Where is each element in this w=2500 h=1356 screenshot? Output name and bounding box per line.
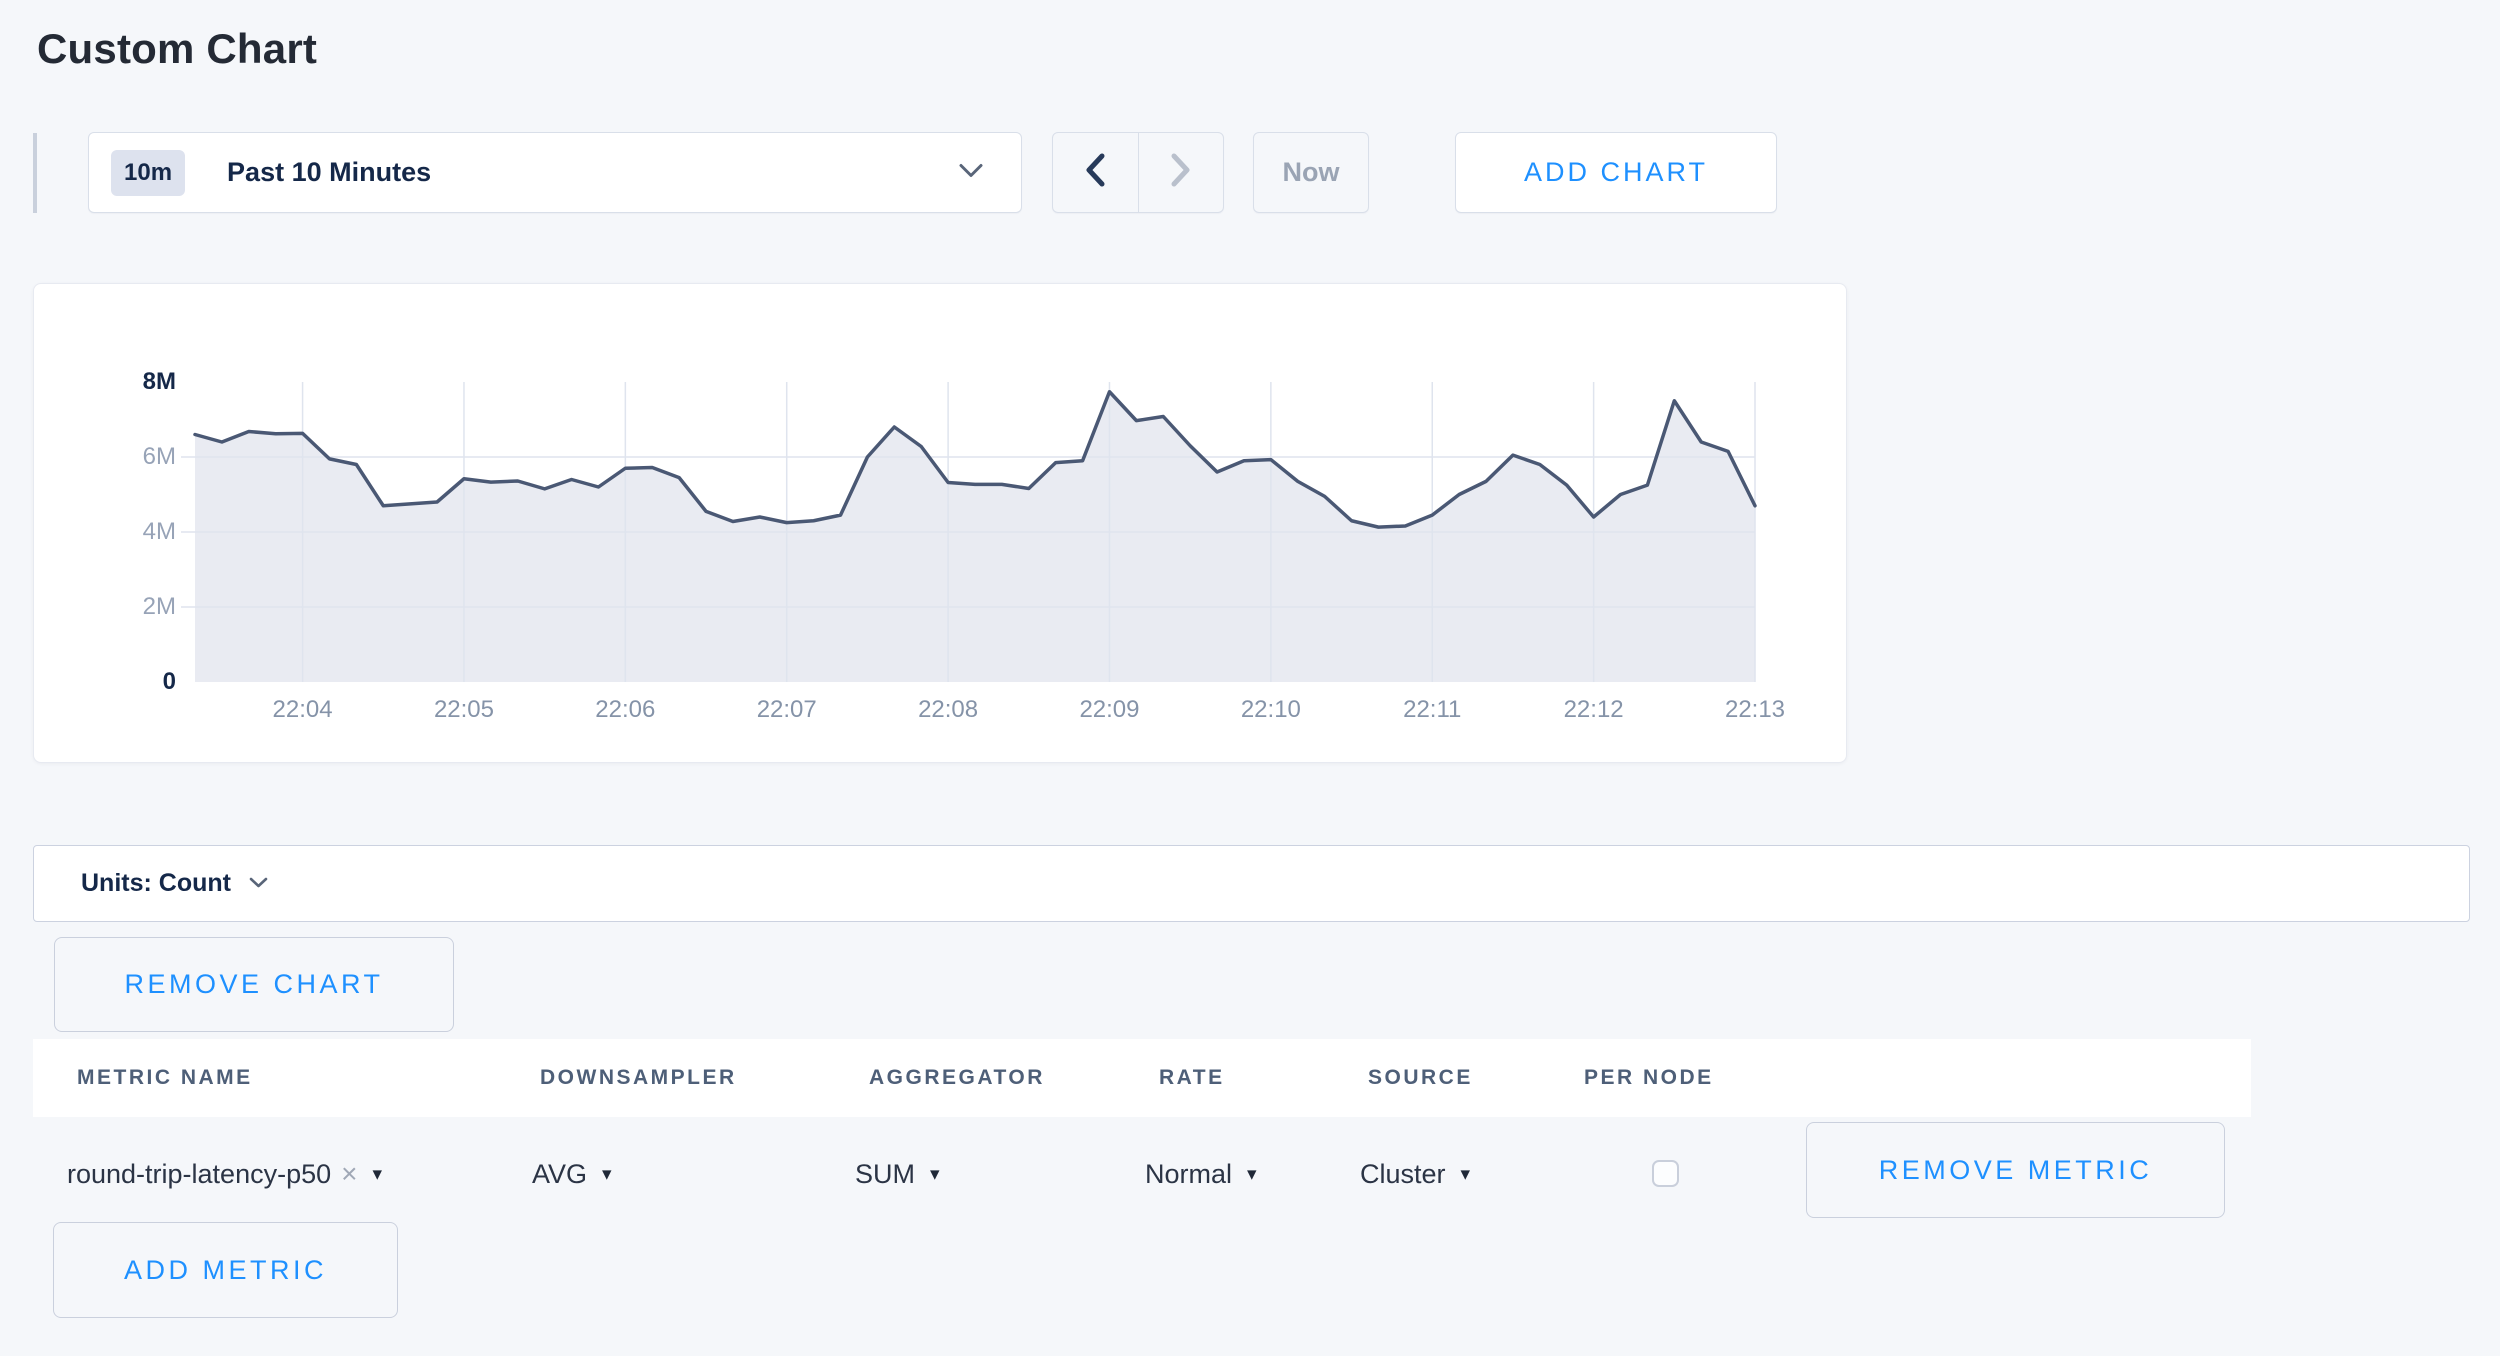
chevron-down-icon [249, 875, 268, 893]
column-header-metric-name: METRIC NAME [77, 1066, 253, 1089]
time-range-badge: 10m [111, 149, 186, 196]
chart-plot-area[interactable] [181, 382, 1757, 682]
x-axis-tick-label: 22:09 [1079, 696, 1140, 723]
y-axis-tick-label: 2M [142, 593, 176, 620]
downsampler-value: AVG [532, 1158, 588, 1189]
y-axis-tick-label: 4M [142, 518, 176, 545]
y-axis-tick-label: 0 [162, 668, 176, 695]
time-step-button-group [1052, 132, 1224, 213]
aggregator-select[interactable]: SUM ▾ [855, 1150, 940, 1198]
y-axis-tick-label: 6M [142, 443, 176, 470]
x-axis-tick-label: 22:11 [1403, 696, 1462, 723]
y-axis-tick-label: 8M [142, 368, 176, 395]
downsampler-select[interactable]: AVG ▾ [532, 1150, 612, 1198]
caret-down-icon: ▾ [1247, 1163, 1257, 1185]
chevron-left-icon [1084, 153, 1106, 192]
add-metric-button[interactable]: ADD METRIC [53, 1222, 398, 1318]
x-axis-tick-label: 22:10 [1240, 696, 1301, 723]
time-range-label: Past 10 Minutes [227, 157, 432, 187]
x-axis-tick-label: 22:06 [595, 696, 656, 723]
column-header-per-node: PER NODE [1584, 1066, 1714, 1089]
rate-select[interactable]: Normal ▾ [1145, 1150, 1257, 1198]
now-button[interactable]: Now [1253, 132, 1369, 213]
toolbar-accent-bar [33, 133, 37, 213]
x-axis-tick-label: 22:13 [1724, 696, 1786, 723]
add-chart-button[interactable]: ADD CHART [1455, 132, 1777, 213]
units-dropdown[interactable]: Units: Count [33, 845, 2470, 922]
source-select[interactable]: Cluster ▾ [1360, 1150, 1470, 1198]
metrics-table-header: METRIC NAME DOWNSAMPLER AGGREGATOR RATE … [33, 1039, 2251, 1117]
x-axis-tick-label: 22:07 [756, 696, 817, 723]
x-axis-tick-label: 22:04 [272, 696, 333, 723]
chevron-down-icon [959, 163, 983, 182]
rate-value: Normal [1145, 1158, 1233, 1189]
x-axis-tick-label: 22:08 [918, 696, 979, 723]
x-axis-tick-label: 22:05 [433, 696, 494, 723]
caret-down-icon: ▾ [372, 1163, 383, 1185]
time-step-back-button[interactable] [1053, 133, 1138, 212]
remove-metric-button[interactable]: REMOVE METRIC [1806, 1122, 2225, 1218]
page-title: Custom Chart [37, 25, 318, 72]
caret-down-icon: ▾ [602, 1163, 612, 1185]
caret-down-icon: ▾ [930, 1163, 940, 1185]
aggregator-value: SUM [855, 1158, 915, 1189]
per-node-checkbox[interactable] [1652, 1160, 1679, 1187]
x-axis-labels: 22:04 22:05 22:06 22:07 22:08 22:09 22:10 22:11… [195, 696, 1785, 730]
metric-name-select[interactable]: round-trip-latency-p50 × ▾ [67, 1150, 382, 1198]
units-label: Units: Count [81, 869, 231, 897]
caret-down-icon: ▾ [1460, 1163, 1471, 1185]
remove-chart-button[interactable]: REMOVE CHART [54, 937, 454, 1032]
time-range-dropdown[interactable]: 10m Past 10 Minutes [88, 132, 1022, 213]
time-step-forward-button[interactable] [1137, 133, 1224, 212]
x-axis-tick-label: 22:12 [1563, 696, 1624, 723]
chart-svg [181, 382, 1757, 682]
chart-card: 8M 6M 4M 2M 0 22:04 22:05 22:06 22:07 22:08 2… [33, 283, 1847, 763]
chevron-right-icon [1170, 153, 1192, 192]
clear-metric-icon[interactable]: × [341, 1158, 358, 1189]
column-header-rate: RATE [1159, 1066, 1225, 1089]
source-value: Cluster [1360, 1158, 1446, 1189]
column-header-downsampler: DOWNSAMPLER [540, 1066, 737, 1089]
metric-name-value: round-trip-latency-p50 [67, 1158, 332, 1189]
column-header-aggregator: AGGREGATOR [869, 1066, 1045, 1089]
column-header-source: SOURCE [1368, 1066, 1473, 1089]
